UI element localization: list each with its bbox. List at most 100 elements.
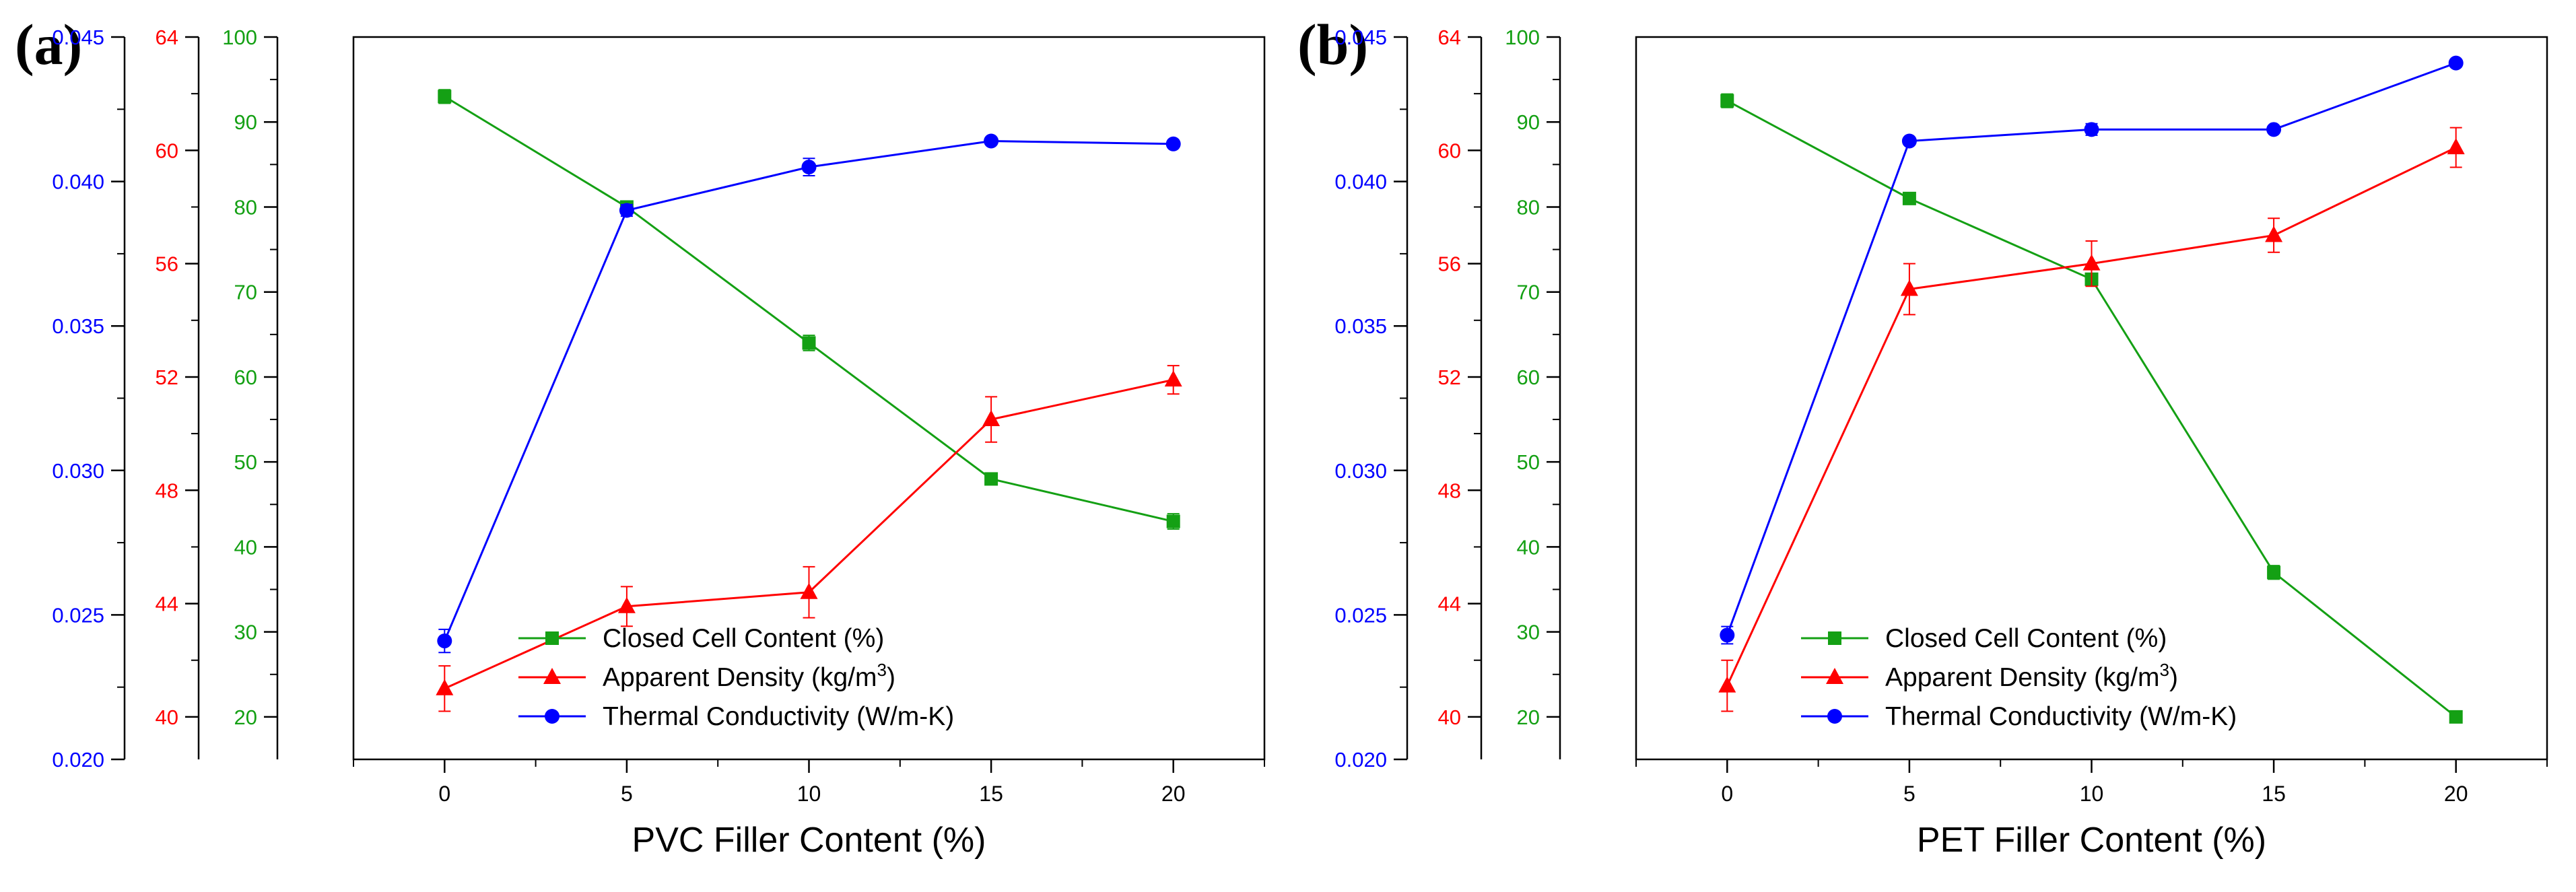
x-tick-label: 10 bbox=[2080, 782, 2104, 806]
data-point-circle bbox=[2266, 122, 2282, 137]
x-tick-label: 15 bbox=[2262, 782, 2286, 806]
x-tick-label: 5 bbox=[621, 782, 633, 806]
data-point-triangle bbox=[800, 582, 818, 599]
legend-label-sup: 3 bbox=[2160, 660, 2169, 680]
data-point-square bbox=[2267, 565, 2281, 580]
y-tick-label: 70 bbox=[234, 281, 257, 304]
legend-label-text: Closed Cell Content (%) bbox=[1885, 624, 2167, 653]
panel-label: (b) bbox=[1297, 12, 1368, 77]
y-axis-cc: 20 30 40 50 60 70 80 90 100 bbox=[1505, 26, 1561, 759]
legend-marker-circle bbox=[1827, 709, 1842, 724]
data-point-circle bbox=[984, 133, 999, 149]
data-point-circle bbox=[437, 633, 452, 649]
series-cc bbox=[438, 89, 1180, 530]
data-point-circle bbox=[1901, 133, 1917, 149]
data-point-triangle bbox=[436, 679, 454, 695]
legend-label-text: Thermal Conductivity (W/m-K) bbox=[1885, 702, 2237, 731]
x-tick-label: 15 bbox=[979, 782, 1003, 806]
legend: Closed Cell Content (%) Apparent Density … bbox=[518, 624, 954, 731]
data-point-square bbox=[802, 336, 816, 350]
data-point-triangle bbox=[2265, 226, 2283, 242]
y-tick-label: 80 bbox=[234, 195, 257, 219]
data-point-square bbox=[1720, 94, 1734, 108]
y-axis-den: 40 44 48 52 56 60 64 bbox=[1438, 26, 1483, 759]
data-point-triangle bbox=[1718, 676, 1736, 693]
y-tick-label: 80 bbox=[1517, 195, 1540, 219]
series-tc bbox=[1720, 55, 2464, 645]
y-tick-label: 0.020 bbox=[1334, 748, 1387, 771]
y-tick-label: 60 bbox=[156, 139, 178, 162]
y-axis-cc: 20 30 40 50 60 70 80 90 100 bbox=[222, 26, 279, 759]
y-tick-label: 52 bbox=[156, 366, 178, 389]
series-den bbox=[1718, 127, 2465, 712]
x-tick-label: 0 bbox=[1721, 782, 1733, 806]
y-tick-label: 0.040 bbox=[52, 170, 104, 194]
y-tick-label: 0.020 bbox=[52, 748, 104, 771]
legend-label-sup: 3 bbox=[877, 660, 887, 680]
x-tick-label: 20 bbox=[1161, 782, 1186, 806]
y-tick-label: 30 bbox=[1517, 621, 1540, 644]
data-point-circle bbox=[619, 203, 634, 218]
x-tick-label: 0 bbox=[438, 782, 450, 806]
series-den bbox=[436, 365, 1182, 712]
y-tick-label: 0.045 bbox=[1334, 26, 1387, 49]
y-tick-label: 64 bbox=[1438, 26, 1461, 49]
y-tick-label: 90 bbox=[1517, 110, 1540, 134]
y-tick-label: 56 bbox=[156, 252, 178, 276]
data-point-triangle bbox=[982, 410, 1001, 427]
y-tick-label: 40 bbox=[1438, 706, 1461, 729]
data-point-circle bbox=[801, 160, 817, 175]
y-tick-label: 40 bbox=[234, 535, 257, 559]
legend-marker-triangle bbox=[1826, 668, 1843, 684]
x-axis: 0 5 10 15 20 PET Filler Content (%) bbox=[1635, 759, 2548, 860]
legend-label: Closed Cell Content (%) bbox=[603, 624, 884, 653]
series-line bbox=[1726, 146, 2457, 687]
y-tick-label: 44 bbox=[156, 592, 178, 616]
y-tick-label: 70 bbox=[1517, 281, 1540, 304]
series-tc bbox=[437, 133, 1181, 654]
y-tick-label: 0.040 bbox=[1334, 170, 1387, 194]
x-tick-label: 10 bbox=[797, 782, 821, 806]
data-point-triangle bbox=[1164, 370, 1182, 387]
y-axis-den: 40 44 48 52 56 60 64 bbox=[156, 26, 200, 759]
y-tick-label: 60 bbox=[1517, 366, 1540, 389]
data-point-triangle bbox=[2082, 254, 2101, 271]
data-point-square bbox=[984, 472, 998, 486]
x-axis: 0 5 10 15 20 PVC Filler Content (%) bbox=[353, 759, 1265, 860]
y-tick-label: 0.035 bbox=[1334, 314, 1387, 338]
x-tick-label: 20 bbox=[2444, 782, 2468, 806]
data-point-square bbox=[2449, 710, 2463, 724]
data-point-circle bbox=[2084, 122, 2099, 137]
legend-marker-circle bbox=[545, 709, 560, 724]
data-point-square bbox=[438, 90, 452, 104]
data-point-square bbox=[1902, 191, 1916, 205]
y-tick-label: 64 bbox=[156, 26, 178, 49]
chart-panel-a: (a) 0 5 10 15 20 PVC Filler Content (%) 20 30 40 5… bbox=[15, 12, 1266, 860]
data-point-square bbox=[1166, 514, 1180, 528]
y-tick-label: 0.030 bbox=[1334, 459, 1387, 483]
y-tick-label: 100 bbox=[222, 26, 257, 49]
y-tick-label: 48 bbox=[156, 479, 178, 502]
legend-marker-triangle bbox=[543, 668, 561, 684]
y-tick-label: 0.045 bbox=[52, 26, 104, 49]
legend-label-end: ) bbox=[2169, 663, 2178, 692]
chart-panel-b: (b) 0 5 10 15 20 PET Filler Content (%) 20 30 40 5… bbox=[1297, 12, 2548, 860]
y-tick-label: 40 bbox=[156, 706, 178, 729]
data-point-circle bbox=[2448, 55, 2464, 71]
x-tick-label: 5 bbox=[1903, 782, 1916, 806]
legend-label: Thermal Conductivity (W/m-K) bbox=[1885, 702, 2237, 731]
y-axis-tc: 0.020 0.025 0.030 0.035 0.040 0.045 bbox=[1334, 26, 1409, 771]
legend: Closed Cell Content (%) Apparent Density … bbox=[1801, 624, 2237, 731]
legend-label: Apparent Density (kg/m3) bbox=[1885, 660, 2178, 692]
data-point-circle bbox=[1165, 136, 1181, 151]
data-point-triangle bbox=[1900, 279, 1918, 296]
data-point-triangle bbox=[2447, 138, 2465, 155]
y-tick-label: 56 bbox=[1438, 252, 1461, 276]
legend-label: Thermal Conductivity (W/m-K) bbox=[603, 702, 954, 731]
y-tick-label: 20 bbox=[1517, 706, 1540, 729]
legend-label-end: ) bbox=[887, 663, 895, 692]
legend-label: Apparent Density (kg/m3) bbox=[603, 660, 895, 692]
legend-label-text: Apparent Density (kg/m bbox=[1885, 663, 2160, 692]
x-axis-label: PVC Filler Content (%) bbox=[632, 821, 986, 860]
